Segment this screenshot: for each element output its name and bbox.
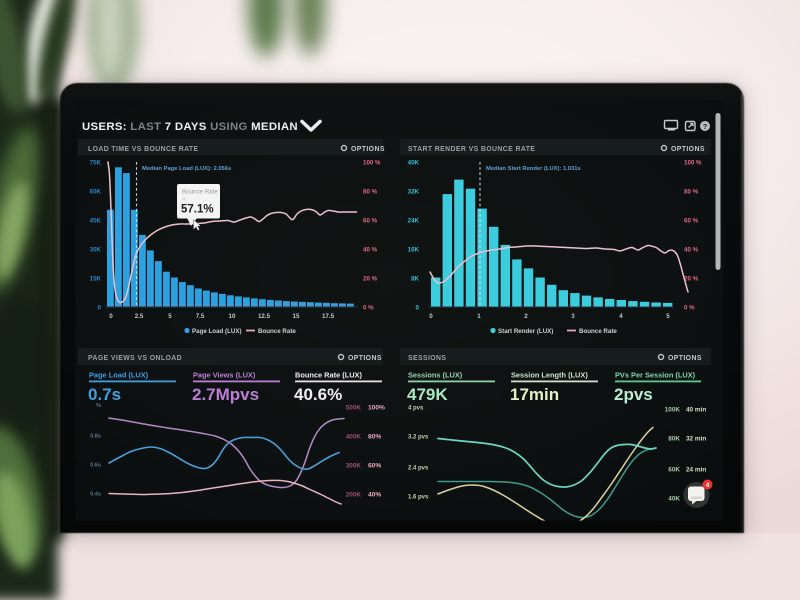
svg-text:8K: 8K <box>411 276 419 283</box>
svg-text:4: 4 <box>706 482 710 489</box>
svg-text:4 pvs: 4 pvs <box>408 406 424 412</box>
svg-text:24 min: 24 min <box>686 467 706 474</box>
svg-text:15: 15 <box>293 313 300 320</box>
svg-text:OPTIONS: OPTIONS <box>671 146 705 153</box>
svg-text:0: 0 <box>429 313 433 320</box>
svg-text:2pvs: 2pvs <box>614 385 653 404</box>
svg-text:20 %: 20 % <box>363 276 378 283</box>
svg-text:5: 5 <box>168 313 172 320</box>
svg-text:20 %: 20 % <box>684 276 699 283</box>
svg-text:80 %: 80 % <box>363 189 378 196</box>
svg-text:Session Length (LUX): Session Length (LUX) <box>511 371 588 380</box>
svg-text:80%: 80% <box>368 434 381 441</box>
svg-text:40 min: 40 min <box>686 407 706 414</box>
svg-text:2.5: 2.5 <box>135 313 144 320</box>
svg-text:START RENDER VS BOUNCE RATE: START RENDER VS BOUNCE RATE <box>408 146 535 153</box>
svg-text:100%: 100% <box>368 405 385 412</box>
svg-text:Page Load (LUX): Page Load (LUX) <box>89 371 149 380</box>
svg-text:17.5: 17.5 <box>322 313 335 320</box>
svg-text:2: 2 <box>524 313 528 320</box>
svg-text:0.7s: 0.7s <box>88 385 121 404</box>
svg-text:4: 4 <box>619 313 623 320</box>
svg-text:40K: 40K <box>408 160 420 167</box>
svg-text:45K: 45K <box>90 218 102 225</box>
svg-text:17min: 17min <box>510 385 559 404</box>
svg-text:Bounce Rate: Bounce Rate <box>182 189 218 196</box>
svg-text:32 min: 32 min <box>686 436 706 443</box>
svg-text:PVs Per Session (LUX): PVs Per Session (LUX) <box>615 371 696 380</box>
svg-text:75K: 75K <box>90 160 102 167</box>
svg-text:100K: 100K <box>665 407 681 414</box>
svg-text:7.5: 7.5 <box>196 313 205 320</box>
svg-text:Start Render (LUX): Start Render (LUX) <box>498 328 553 335</box>
svg-text:USERS: LAST 7 DAYS USING MEDIA: USERS: LAST 7 DAYS USING MEDIAN <box>82 121 298 133</box>
svg-text:12.5: 12.5 <box>258 313 271 320</box>
svg-text:%: % <box>96 403 101 409</box>
svg-text:1.6 pvs: 1.6 pvs <box>408 495 429 501</box>
svg-text:3.2 pvs: 3.2 pvs <box>408 435 429 441</box>
svg-text:40 %: 40 % <box>684 247 699 254</box>
svg-text:%: % <box>182 197 186 202</box>
svg-text:60 %: 60 % <box>363 218 378 225</box>
svg-text:40K: 40K <box>668 496 680 503</box>
svg-text:Bounce Rate: Bounce Rate <box>579 328 617 335</box>
svg-text:400K: 400K <box>346 434 362 441</box>
svg-text:2.4 pvs: 2.4 pvs <box>408 466 429 472</box>
svg-text:0: 0 <box>416 305 420 312</box>
svg-text:SESSIONS: SESSIONS <box>408 355 446 362</box>
svg-text:24K: 24K <box>408 218 420 225</box>
svg-text:60K: 60K <box>90 189 102 196</box>
svg-text:0 %: 0 % <box>684 305 695 312</box>
svg-text:479K: 479K <box>407 385 448 404</box>
svg-text:?: ? <box>703 122 708 131</box>
svg-text:Page Load (LUX): Page Load (LUX) <box>192 328 242 335</box>
svg-text:40 %: 40 % <box>363 247 378 254</box>
svg-text:60%: 60% <box>368 463 381 470</box>
svg-text:80 %: 80 % <box>684 189 699 196</box>
svg-text:5: 5 <box>666 313 670 320</box>
svg-text:OPTIONS: OPTIONS <box>351 146 385 153</box>
svg-text:Median Page Load (LUX): 2.056s: Median Page Load (LUX): 2.056s <box>142 166 231 172</box>
svg-text:40%: 40% <box>368 492 381 499</box>
svg-text:57.1%: 57.1% <box>181 204 214 216</box>
svg-text:Page Views (LUX): Page Views (LUX) <box>193 371 256 380</box>
svg-text:32K: 32K <box>408 189 420 196</box>
svg-text:100 %: 100 % <box>363 160 381 167</box>
svg-text:OPTIONS: OPTIONS <box>348 355 382 362</box>
svg-text:60 %: 60 % <box>684 218 699 225</box>
svg-text:3: 3 <box>571 313 575 320</box>
svg-text:0 %: 0 % <box>363 305 374 312</box>
svg-text:10: 10 <box>229 313 236 320</box>
svg-text:100 %: 100 % <box>684 160 702 167</box>
svg-text:200K: 200K <box>346 492 362 499</box>
svg-text:1: 1 <box>477 313 481 320</box>
svg-text:OPTIONS: OPTIONS <box>668 355 702 362</box>
svg-text:0.4s: 0.4s <box>90 492 101 498</box>
svg-text:60K: 60K <box>668 467 680 474</box>
svg-text:500K: 500K <box>346 405 362 412</box>
svg-text:30K: 30K <box>90 247 102 254</box>
svg-text:15K: 15K <box>90 276 102 283</box>
svg-text:Bounce Rate: Bounce Rate <box>258 328 296 335</box>
svg-text:80K: 80K <box>668 436 680 443</box>
svg-text:40.6%: 40.6% <box>294 385 342 404</box>
svg-text:16K: 16K <box>408 247 420 254</box>
svg-text:0.8s: 0.8s <box>90 434 101 440</box>
svg-text:0: 0 <box>98 305 102 312</box>
svg-text:0: 0 <box>109 313 113 320</box>
svg-text:PAGE VIEWS VS ONLOAD: PAGE VIEWS VS ONLOAD <box>88 355 182 362</box>
svg-text:0.6s: 0.6s <box>90 463 101 469</box>
svg-text:Bounce Rate (LUX): Bounce Rate (LUX) <box>295 371 362 380</box>
svg-text:300K: 300K <box>346 463 362 470</box>
svg-text:LOAD TIME VS BOUNCE RATE: LOAD TIME VS BOUNCE RATE <box>88 146 199 153</box>
svg-text:2.7Mpvs: 2.7Mpvs <box>192 385 259 404</box>
svg-text:Median Start Render (LUX): 1.0: Median Start Render (LUX): 1.031s <box>486 166 581 172</box>
svg-text:Sessions (LUX): Sessions (LUX) <box>408 371 463 380</box>
